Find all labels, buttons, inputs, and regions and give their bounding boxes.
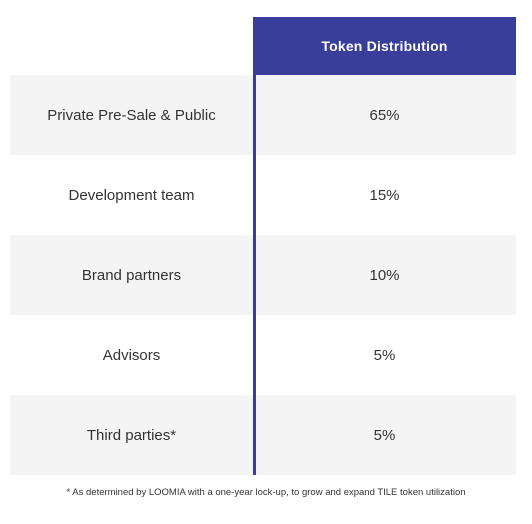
- row-label: Private Pre-Sale & Public: [47, 106, 216, 124]
- table-header-row: Token Distribution: [10, 17, 516, 75]
- column-header-token-distribution: Token Distribution: [253, 17, 516, 75]
- table-row: Development team 15%: [10, 155, 516, 235]
- table-row: Brand partners 10%: [10, 235, 516, 315]
- row-label: Development team: [68, 186, 195, 204]
- row-value: 15%: [369, 186, 400, 204]
- footnote: * As determined by LOOMIA with a one-yea…: [66, 487, 466, 498]
- row-label: Advisors: [102, 346, 161, 364]
- row-value: 10%: [369, 266, 400, 284]
- row-label: Third parties*: [86, 426, 177, 444]
- table-body: Private Pre-Sale & Public 65% Developmen…: [10, 75, 516, 475]
- row-label: Brand partners: [81, 266, 182, 284]
- column-divider: [253, 75, 256, 475]
- table-row: Advisors 5%: [10, 315, 516, 395]
- table-row: Private Pre-Sale & Public 65%: [10, 75, 516, 155]
- table-row: Third parties* 5%: [10, 395, 516, 475]
- row-value: 65%: [369, 106, 400, 124]
- row-value: 5%: [373, 346, 396, 364]
- row-value: 5%: [373, 426, 396, 444]
- token-distribution-table: Token Distribution Private Pre-Sale & Pu…: [10, 17, 516, 475]
